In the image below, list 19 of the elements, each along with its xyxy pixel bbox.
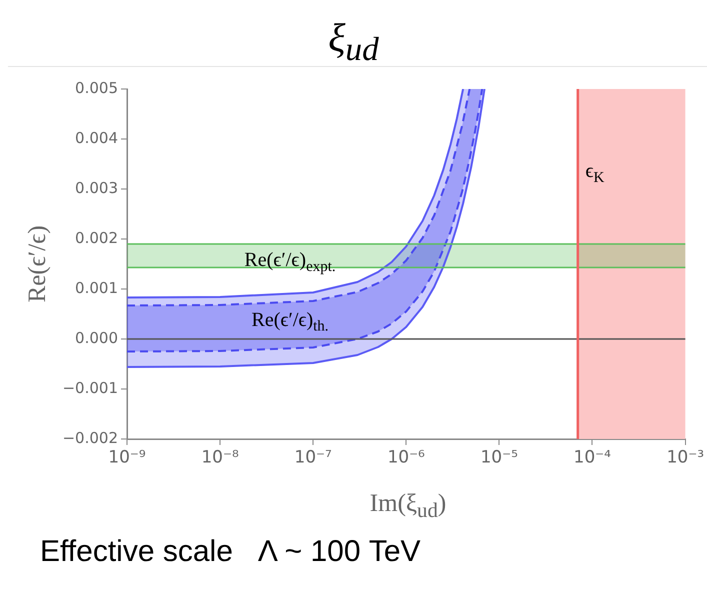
y-tick-label: 0.004 xyxy=(75,128,118,147)
x-tick-label: 10⁻⁵ xyxy=(480,448,518,468)
y-tick-label: 0.005 xyxy=(75,78,118,97)
y-tick-label: −0.002 xyxy=(62,428,118,447)
x-tick-label: 10⁻⁸ xyxy=(201,448,239,468)
y-tick-label: 0.002 xyxy=(75,228,118,247)
x-tick-label: 10⁻⁹ xyxy=(108,448,146,468)
x-axis-title: Im(ξ$_{ud}$) xyxy=(370,490,446,523)
y-tick-label: 0.003 xyxy=(75,178,118,197)
chart-title: ξ$_{ud}$ xyxy=(327,14,380,69)
x-tick-label: 10⁻³ xyxy=(666,448,704,468)
x-tick-label: 10⁻⁴ xyxy=(574,448,612,468)
y-tick-label: 0.001 xyxy=(75,278,118,297)
x-tick-label: 10⁻⁶ xyxy=(387,448,426,468)
y-axis-title: Re(ϵ′/ϵ) xyxy=(24,225,52,303)
x-tick-label: 10⁻⁷ xyxy=(294,448,332,468)
y-tick-label: 0.000 xyxy=(75,328,118,347)
text: Effective scale Λ ~ 100 TeV xyxy=(40,535,421,569)
y-tick-label: −0.001 xyxy=(62,378,118,397)
